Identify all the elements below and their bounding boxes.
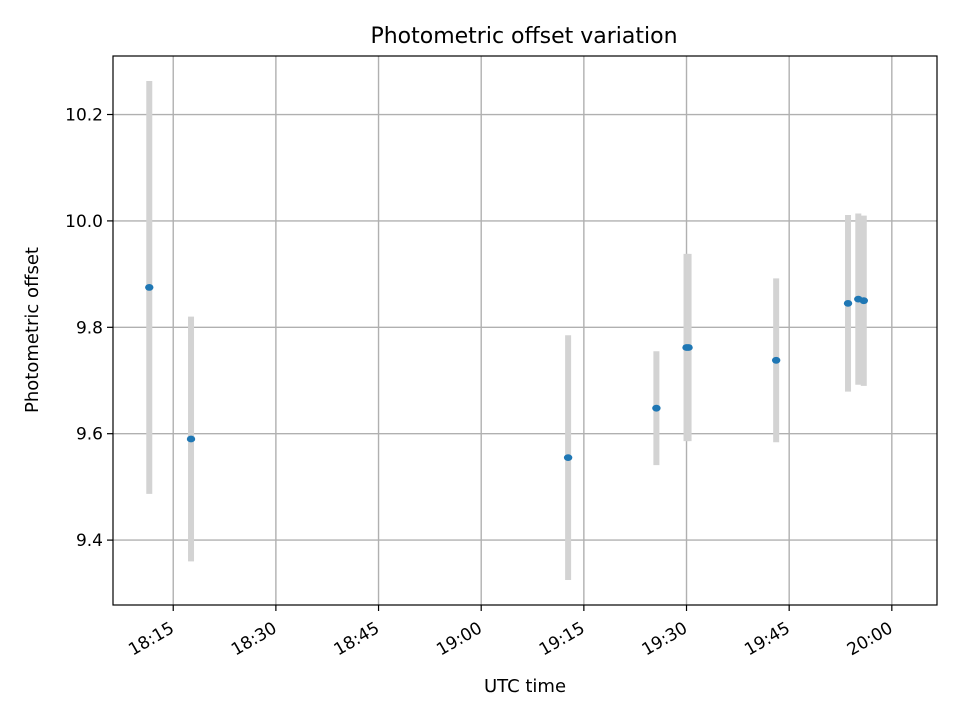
data-point [859, 297, 868, 305]
y-axis-label: Photometric offset [22, 247, 43, 413]
chart-title: Photometric offset variation [370, 24, 677, 49]
data-point [684, 344, 693, 351]
y-tick-label: 9.6 [76, 425, 103, 445]
data-points [145, 284, 868, 462]
y-tick-label: 10.2 [65, 106, 103, 126]
data-point [145, 284, 154, 291]
data-point [186, 435, 196, 443]
data-point [843, 299, 853, 307]
y-tick-label: 10.0 [65, 212, 103, 232]
data-point [563, 454, 573, 462]
x-axis-label: UTC time [484, 676, 566, 697]
y-tick-label: 9.4 [76, 531, 103, 551]
y-axis: 9.4 9.6 9.8 10.0 10.2 [65, 106, 113, 551]
data-point [771, 356, 781, 364]
data-point [652, 404, 661, 412]
y-tick-label: 9.8 [76, 318, 103, 338]
axes-frame [112, 55, 938, 606]
